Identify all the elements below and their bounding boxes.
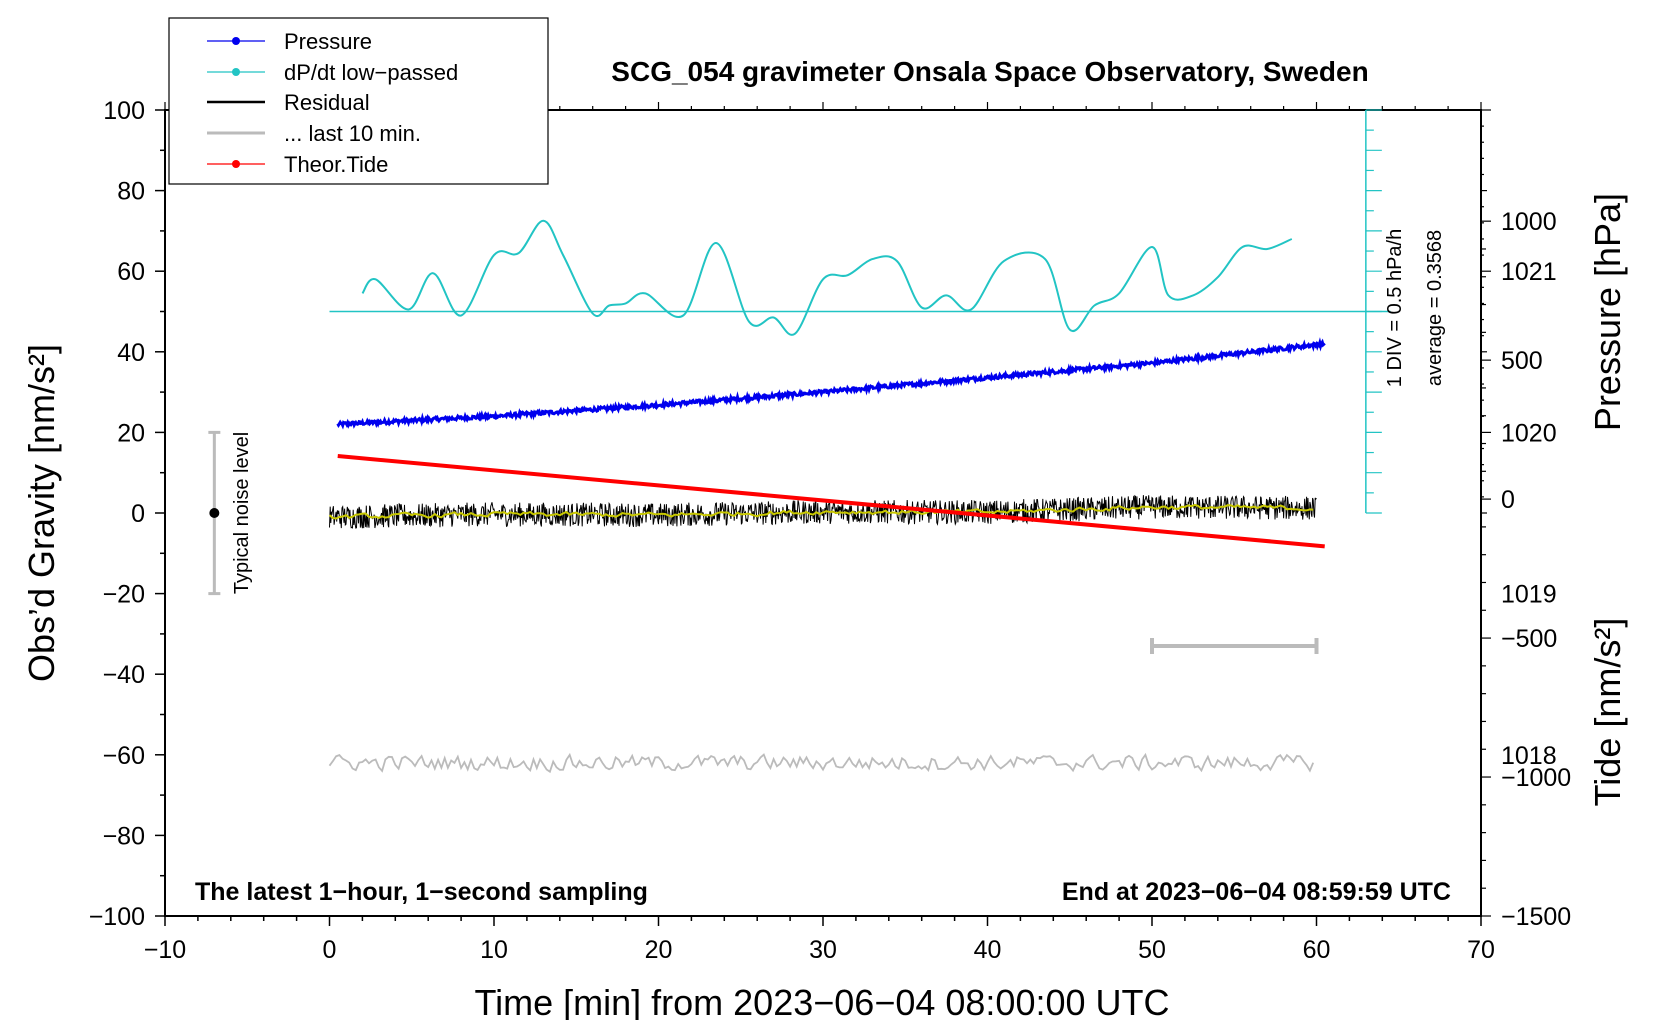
series-pressure: [336, 337, 1326, 430]
tide-tick-label: −500: [1501, 625, 1557, 653]
series-last10: [328, 752, 1315, 774]
legend-label-tide: Theor.Tide: [284, 152, 388, 177]
legend-label-pressure: Pressure: [284, 29, 372, 54]
series-dpdt: [361, 219, 1293, 336]
chart-title: SCG_054 gravimeter Onsala Space Observat…: [611, 56, 1368, 87]
legend-label-residual: Residual: [284, 90, 370, 115]
x-tick-label: 70: [1467, 936, 1495, 964]
x-tick-label: 50: [1138, 936, 1166, 964]
y-axis-title-pressure: Pressure [hPa]: [1587, 193, 1628, 431]
legend-entry-pressure: Pressure: [207, 29, 372, 54]
footer-note-left: The latest 1−hour, 1−second sampling: [195, 878, 648, 906]
tide-tick-label: 0: [1501, 486, 1515, 514]
y-tick-label: −60: [103, 742, 145, 770]
legend-entry-tide: Theor.Tide: [207, 152, 388, 177]
tide-tick-label: 1000: [1501, 208, 1557, 236]
y-tick-label: 0: [131, 500, 145, 528]
tide-tick-label: −1000: [1501, 764, 1571, 792]
pressure-tick-label: 1020: [1501, 419, 1557, 447]
legend-marker-dpdt: [232, 68, 240, 76]
y-axis-title-left: Obs’d Gravity [nm/s²]: [21, 344, 62, 682]
x-tick-label: 20: [645, 936, 673, 964]
y-tick-label: 40: [117, 339, 145, 367]
series-layer: [328, 219, 1326, 774]
series-residual-smoothed: [328, 503, 1314, 520]
pressure-tick-label: 1021: [1501, 258, 1557, 286]
x-tick-label: 40: [974, 936, 1002, 964]
y-tick-label: −80: [103, 822, 145, 850]
legend-entry-last10: ... last 10 min.: [207, 121, 421, 146]
series-tide: [337, 454, 1325, 549]
y-tick-label: −100: [89, 903, 145, 931]
x-tick-label: 30: [809, 936, 837, 964]
legend-entry-dpdt: dP/dt low−passed: [207, 60, 458, 85]
pressure-tick-label: 1018: [1501, 742, 1557, 770]
legend-label-last10: ... last 10 min.: [284, 121, 421, 146]
x-axis-title: Time [min] from 2023−06−04 08:00:00 UTC: [474, 982, 1169, 1020]
legend-marker-tide: [232, 160, 240, 168]
x-tick-label: −10: [144, 936, 186, 964]
legend: Pressure dP/dt low−passed Residual ... l…: [168, 17, 549, 185]
legend-label-dpdt: dP/dt low−passed: [284, 60, 458, 85]
noise-bar-center: [209, 508, 220, 518]
annotation-layer: [208, 109, 1391, 654]
dpdt-scale-label: 1 DIV = 0.5 hPa/h: [1384, 229, 1406, 387]
dpdt-average-label: average = 0.3568: [1424, 230, 1446, 386]
x-tick-label: 60: [1303, 936, 1331, 964]
y-tick-label: 20: [117, 419, 145, 447]
footer-note-right: End at 2023−06−04 08:59:59 UTC: [1062, 878, 1451, 906]
legend-entry-residual: Residual: [207, 90, 370, 115]
y-tick-label: −20: [103, 581, 145, 609]
y-tick-label: 80: [117, 178, 145, 206]
series-residual: [329, 494, 1317, 529]
y-tick-label: −40: [103, 661, 145, 689]
tide-tick-label: 500: [1501, 347, 1543, 375]
pressure-tick-label: 1019: [1501, 581, 1557, 609]
x-tick-label: 0: [323, 936, 337, 964]
noise-level-label: Typical noise level: [231, 432, 253, 594]
tide-tick-label: −1500: [1501, 903, 1571, 931]
y-tick-label: 60: [117, 258, 145, 286]
ticks-layer: −10 0 10 20 30 40 50 60 70−100−80−60−40−20020406…: [89, 97, 1572, 964]
y-axis-title-tide: Tide [nm/s²]: [1587, 618, 1628, 807]
y-tick-label: 100: [103, 97, 145, 125]
x-tick-label: 10: [480, 936, 508, 964]
legend-marker-pressure: [232, 37, 240, 45]
